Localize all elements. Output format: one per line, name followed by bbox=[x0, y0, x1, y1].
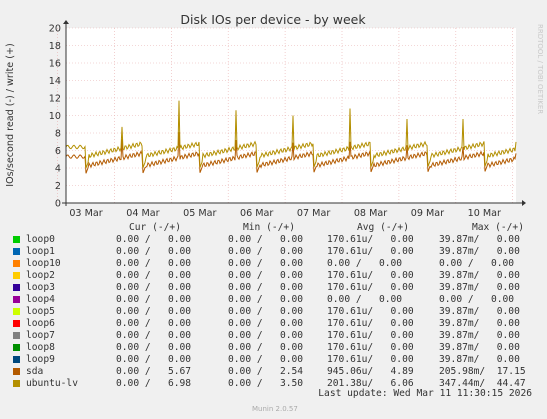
y-tick-label: 16 bbox=[49, 59, 61, 70]
y-axis-label: IOs/second read (-) / write (+) bbox=[5, 43, 16, 187]
y-tick-label: 6 bbox=[55, 146, 61, 157]
y-tick-label: 2 bbox=[55, 181, 61, 192]
y-ticks: 0 2 4 6 8 10 12 14 16 18 20 bbox=[49, 24, 61, 210]
x-tick-label: 08 Mar bbox=[354, 208, 387, 219]
x-tick-label: 04 Mar bbox=[126, 208, 159, 219]
x-tick-label: 05 Mar bbox=[183, 208, 216, 219]
y-tick-label: 10 bbox=[49, 111, 61, 122]
series-lines bbox=[65, 100, 517, 174]
y-tick-label: 8 bbox=[55, 129, 61, 140]
rrdtool-watermark: RRDTOOL / TOBI OETIKER bbox=[536, 24, 544, 114]
x-axis-arrow bbox=[522, 200, 526, 206]
y-tick-label: 14 bbox=[49, 76, 61, 87]
series-line-sda bbox=[65, 132, 517, 174]
x-ticks: 03 Mar 04 Mar 05 Mar 06 Mar 07 Mar 08 Mar 09 M… bbox=[69, 208, 501, 219]
chart-title: Disk IOs per device - by week bbox=[180, 12, 366, 27]
y-axis-arrow bbox=[63, 20, 69, 24]
x-tick-label: 07 Mar bbox=[297, 208, 330, 219]
x-tick-label: 03 Mar bbox=[69, 208, 102, 219]
x-tick-label: 09 Mar bbox=[411, 208, 444, 219]
series-line-ubuntu-lv bbox=[65, 100, 517, 169]
y-tick-label: 0 bbox=[55, 199, 61, 210]
y-tick-label: 12 bbox=[49, 94, 61, 105]
y-tick-label: 4 bbox=[55, 164, 61, 175]
x-tick-label: 10 Mar bbox=[468, 208, 501, 219]
y-tick-label: 18 bbox=[49, 41, 61, 52]
x-tick-label: 06 Mar bbox=[240, 208, 273, 219]
y-tick-label: 20 bbox=[49, 24, 61, 35]
